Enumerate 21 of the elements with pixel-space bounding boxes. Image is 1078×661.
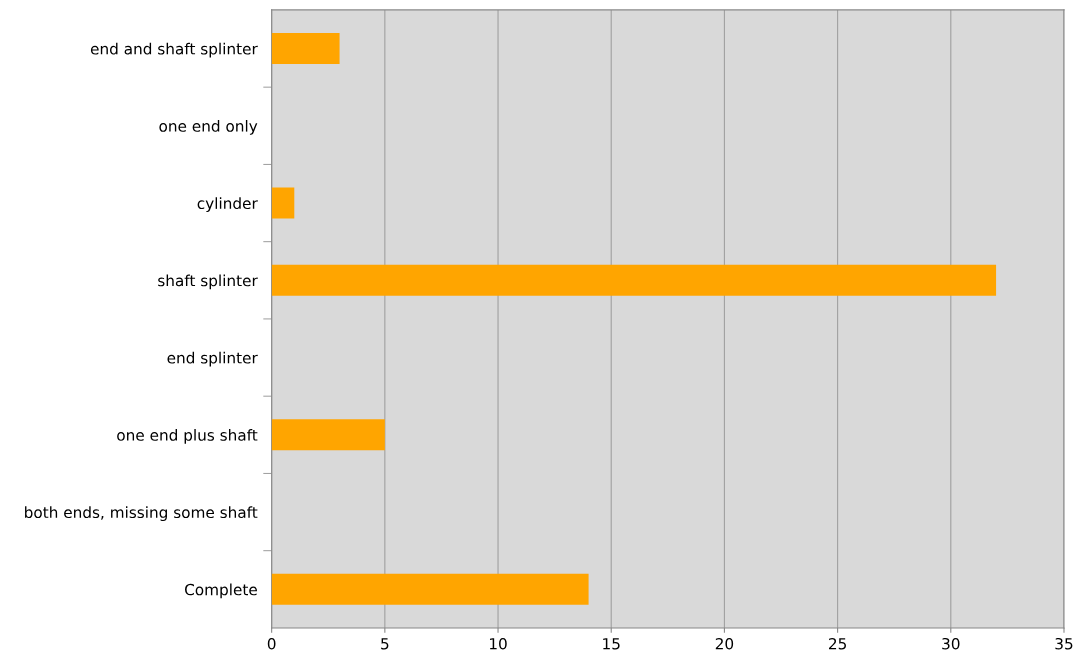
bar xyxy=(271,33,340,64)
y-tick-label: cylinder xyxy=(197,197,258,213)
x-tick-label: 10 xyxy=(489,637,507,650)
bar xyxy=(271,419,385,451)
bar xyxy=(271,573,589,605)
x-tick-label: 0 xyxy=(267,637,276,650)
x-tick-label: 35 xyxy=(1055,637,1073,650)
x-tick-label: 25 xyxy=(829,637,846,650)
y-tick-label: one end plus shaft xyxy=(117,429,258,444)
x-tick-label: 30 xyxy=(942,637,960,650)
y-tick-label: one end only xyxy=(159,119,258,135)
y-tick-label: end and shaft splinter xyxy=(90,42,258,58)
y-tick-label: shaft splinter xyxy=(158,274,258,290)
bar xyxy=(271,264,997,296)
y-tick-label: end splinter xyxy=(167,351,258,367)
y-tick-label: both ends, missing some shaft xyxy=(25,506,258,522)
x-tick-label: 20 xyxy=(715,637,734,650)
x-tick-label: 15 xyxy=(603,638,620,650)
x-tick-label: 5 xyxy=(381,638,389,650)
bar xyxy=(271,187,295,219)
y-tick-label: Complete xyxy=(184,583,257,599)
